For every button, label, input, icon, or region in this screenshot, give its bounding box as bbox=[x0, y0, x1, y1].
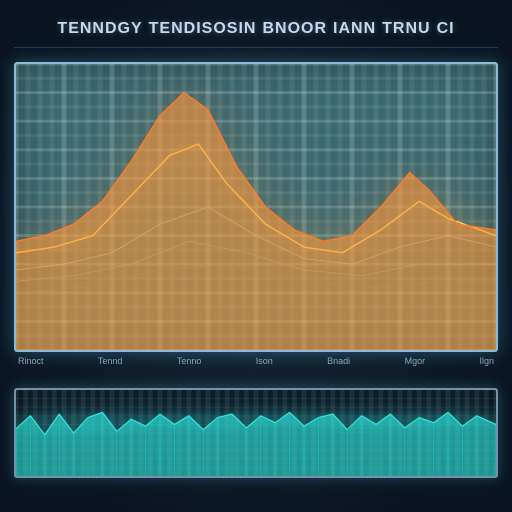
title-word: IANN bbox=[333, 20, 376, 38]
title-word: TENDISOSIN bbox=[149, 20, 257, 38]
title-word: TRNU bbox=[382, 20, 430, 38]
x-label: Ison bbox=[256, 356, 273, 366]
lower-chart-svg bbox=[16, 390, 496, 476]
x-label: Tenno bbox=[177, 356, 202, 366]
x-label: Ilgn bbox=[479, 356, 494, 366]
title-word: TENNDGY bbox=[57, 20, 142, 38]
main-chart bbox=[14, 62, 498, 352]
title-word: CI bbox=[437, 20, 455, 38]
x-axis-labels: Rinoct Tennd Tenno Ison Bnadi Mgor Ilgn bbox=[14, 356, 498, 366]
dashboard-frame: { "title": { "words": ["TENNDGY", "TENDI… bbox=[0, 0, 512, 512]
x-label: Rinoct bbox=[18, 356, 44, 366]
x-label: Mgor bbox=[405, 356, 426, 366]
title-word: BNOOR bbox=[262, 20, 327, 38]
x-label: Tennd bbox=[98, 356, 123, 366]
x-label: Bnadi bbox=[327, 356, 350, 366]
main-chart-svg bbox=[16, 64, 496, 350]
title-bar: TENNDGY TENDISOSIN BNOOR IANN TRNU CI bbox=[14, 10, 498, 48]
lower-chart: 0 50 100 bbox=[14, 388, 498, 478]
